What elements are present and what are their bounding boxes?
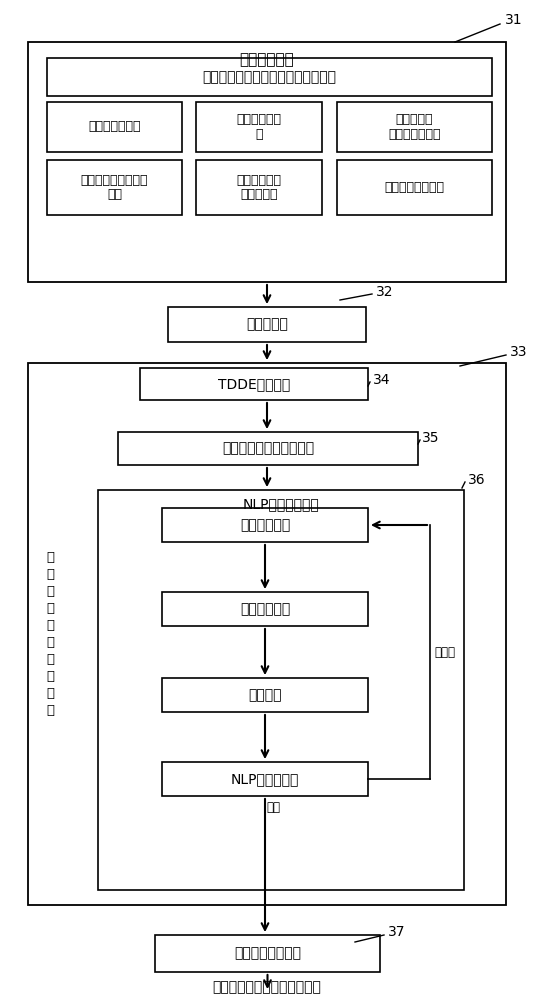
Bar	[98, 490, 464, 890]
Bar	[337, 160, 492, 215]
Text: 35: 35	[422, 431, 439, 445]
Bar	[162, 592, 368, 626]
Bar	[162, 762, 368, 796]
Bar	[47, 102, 182, 152]
Text: 36: 36	[468, 473, 485, 487]
Text: 反应物浓度采集: 反应物浓度采集	[88, 120, 141, 133]
Bar	[47, 58, 492, 96]
Bar	[162, 678, 368, 712]
Text: 连续搅拌釜
反应器温度采集: 连续搅拌釜 反应器温度采集	[388, 113, 441, 141]
Text: 信息采集模块: 信息采集模块	[240, 52, 294, 68]
Text: 连续搅拌釜反应器反应过程微分方程: 连续搅拌釜反应器反应过程微分方程	[202, 70, 336, 84]
Text: 灵敏度轨迹梯度求解模块: 灵敏度轨迹梯度求解模块	[222, 442, 314, 456]
Bar	[28, 363, 506, 905]
Bar	[196, 102, 322, 152]
Text: NLP收敛性判断: NLP收敛性判断	[231, 772, 299, 786]
Text: 32: 32	[376, 285, 394, 299]
Bar	[168, 307, 366, 342]
Bar	[118, 432, 418, 465]
Text: 催化剂、冷却剂阀门控制指令: 催化剂、冷却剂阀门控制指令	[213, 980, 321, 994]
Text: NLP问题求解模块: NLP问题求解模块	[242, 497, 319, 511]
Text: 生产时间范围采集: 生产时间范围采集	[384, 181, 444, 194]
Text: 催化剂浓度采
集: 催化剂浓度采 集	[237, 113, 281, 141]
Text: 37: 37	[388, 925, 405, 939]
Text: 寻优修正: 寻优修正	[248, 688, 282, 702]
Text: 控制指令输出模块: 控制指令输出模块	[234, 946, 301, 960]
Text: 初始化模块: 初始化模块	[246, 318, 288, 332]
Bar	[28, 42, 506, 282]
Text: 寻优方向求解: 寻优方向求解	[240, 518, 290, 532]
Text: TDDE求解模块: TDDE求解模块	[218, 377, 290, 391]
Bar	[140, 368, 368, 400]
Bar	[155, 935, 380, 972]
Text: 催化剂阀门开度限制
采集: 催化剂阀门开度限制 采集	[81, 174, 148, 202]
Text: 不收敛: 不收敛	[434, 646, 455, 658]
Bar	[47, 160, 182, 215]
Bar	[162, 508, 368, 542]
Text: 最
优
控
制
问
题
求
解
模
块: 最 优 控 制 问 题 求 解 模 块	[46, 551, 54, 717]
Text: 34: 34	[373, 373, 390, 387]
Text: 冷却剂阀门开
度限制采集: 冷却剂阀门开 度限制采集	[237, 174, 281, 202]
Text: 寻优步长求解: 寻优步长求解	[240, 602, 290, 616]
Text: 33: 33	[510, 345, 528, 359]
Text: 收敛: 收敛	[266, 801, 280, 814]
Bar	[337, 102, 492, 152]
Text: 31: 31	[505, 13, 523, 27]
Bar	[196, 160, 322, 215]
